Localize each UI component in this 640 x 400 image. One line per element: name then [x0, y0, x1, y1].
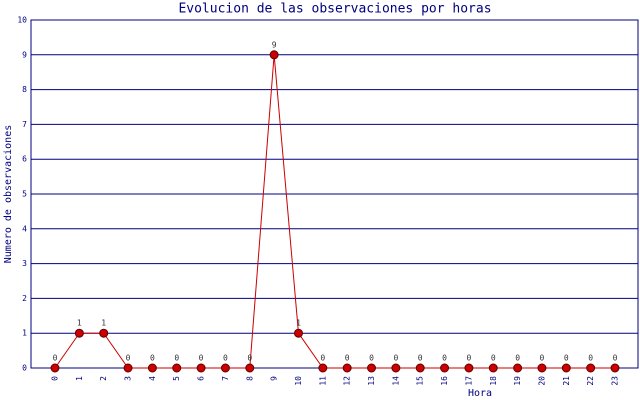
y-tick-label: 1	[22, 329, 27, 338]
data-label: 0	[150, 354, 155, 363]
point	[172, 363, 182, 373]
point	[342, 363, 352, 373]
x-tick-label: 4	[148, 376, 157, 381]
point	[440, 363, 450, 373]
point	[537, 363, 547, 373]
point	[269, 50, 279, 60]
y-tick-label: 2	[22, 294, 27, 303]
point	[586, 363, 596, 373]
data-label: 0	[345, 354, 350, 363]
x-tick-label: 22	[586, 376, 595, 386]
point	[318, 363, 328, 373]
point	[220, 363, 230, 373]
y-tick-label: 0	[22, 364, 27, 373]
data-label: 0	[223, 354, 228, 363]
x-tick-label: 6	[197, 376, 206, 381]
point	[561, 363, 571, 373]
y-tick-label: 7	[22, 120, 27, 129]
x-tick-label: 8	[245, 376, 254, 381]
x-tick-label: 7	[221, 376, 230, 381]
data-label: 9	[272, 40, 277, 49]
point	[99, 328, 109, 338]
data-label: 1	[77, 319, 82, 328]
x-tick-label: 13	[367, 376, 376, 386]
point	[415, 363, 425, 373]
data-label: 0	[466, 354, 471, 363]
y-axis-label: Numero de observaciones	[3, 125, 14, 263]
point	[74, 328, 84, 338]
data-label: 0	[126, 354, 131, 363]
data-label: 0	[491, 354, 496, 363]
point	[293, 328, 303, 338]
point	[513, 363, 523, 373]
data-label: 0	[174, 354, 179, 363]
point	[196, 363, 206, 373]
x-tick-label: 5	[172, 376, 181, 381]
point	[610, 363, 620, 373]
x-tick-label: 2	[99, 376, 108, 381]
x-tick-label: 1	[75, 376, 84, 381]
data-label: 0	[320, 354, 325, 363]
point	[391, 363, 401, 373]
data-label: 0	[588, 354, 593, 363]
data-label: 0	[613, 354, 618, 363]
data-label: 0	[393, 354, 398, 363]
point	[367, 363, 377, 373]
point	[488, 363, 498, 373]
y-tick-label: 9	[22, 50, 27, 59]
x-tick-label: 21	[562, 376, 571, 386]
x-tick-label: 15	[416, 376, 425, 386]
x-tick-label: 10	[294, 376, 303, 386]
y-tick-label: 8	[22, 85, 27, 94]
x-tick-label: 20	[537, 376, 546, 386]
y-tick-label: 3	[22, 259, 27, 268]
data-label: 0	[442, 354, 447, 363]
y-tick-label: 6	[22, 155, 27, 164]
data-label: 0	[247, 354, 252, 363]
point	[464, 363, 474, 373]
x-tick-label: 17	[464, 376, 473, 386]
point	[245, 363, 255, 373]
x-tick-label: 14	[391, 376, 400, 386]
point	[123, 363, 133, 373]
data-label: 0	[199, 354, 204, 363]
data-label: 1	[101, 319, 106, 328]
x-tick-label: 9	[270, 376, 279, 381]
x-tick-label: 11	[318, 376, 327, 386]
point	[147, 363, 157, 373]
x-tick-label: 23	[611, 376, 620, 386]
x-axis-label: Hora	[468, 388, 492, 399]
x-tick-label: 18	[489, 376, 498, 386]
data-label: 0	[369, 354, 374, 363]
y-tick-label: 5	[22, 190, 27, 199]
data-label: 0	[540, 354, 545, 363]
data-label: 0	[564, 354, 569, 363]
chart-title: Evolucion de las observaciones por horas	[178, 2, 491, 17]
data-label: 0	[53, 354, 58, 363]
point	[50, 363, 60, 373]
x-tick-label: 16	[440, 376, 449, 386]
x-tick-label: 0	[51, 376, 60, 381]
data-label: 0	[418, 354, 423, 363]
data-label: 1	[296, 319, 301, 328]
x-tick-label: 3	[124, 376, 133, 381]
x-tick-label: 12	[343, 376, 352, 386]
data-label: 0	[515, 354, 520, 363]
y-tick-label: 4	[22, 224, 27, 233]
y-tick-label: 10	[17, 16, 27, 25]
x-tick-label: 19	[513, 376, 522, 386]
